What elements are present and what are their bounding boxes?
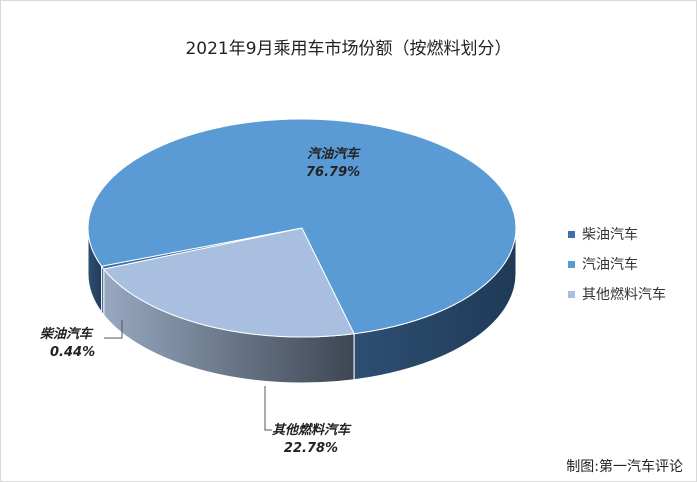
legend-swatch <box>568 260 575 268</box>
legend-label: 柴油汽车 <box>582 227 638 243</box>
pie-slice-gasoline <box>87 118 517 335</box>
legend-swatch <box>568 290 575 298</box>
leader-line-diesel <box>104 320 123 339</box>
data-label-gasoline: 汽油汽车 76.79% <box>306 146 360 182</box>
chart-title: 2021年9月乘用车市场份额（按燃料划分） <box>185 39 512 59</box>
leader-line-other <box>264 386 272 431</box>
data-label-name: 其他燃料汽车 <box>272 423 351 438</box>
data-label-diesel: 柴油汽车 0.44% <box>40 326 95 362</box>
legend-item-other: 其他燃料汽车 <box>568 279 666 309</box>
legend-label: 汽油汽车 <box>582 257 638 273</box>
data-label-value: 22.78% <box>283 441 339 456</box>
legend-swatch <box>568 230 575 238</box>
legend-item-diesel: 柴油汽车 <box>568 219 666 249</box>
data-label-value: 76.79% <box>306 165 361 180</box>
chart-credit: 制图:第一汽车评论 <box>566 459 683 475</box>
chart-legend: 柴油汽车 汽油汽车 其他燃料汽车 <box>568 219 666 309</box>
data-label-name: 汽油汽车 <box>307 147 360 162</box>
data-label-other: 其他燃料汽车 22.78% <box>272 422 350 458</box>
legend-item-gasoline: 汽油汽车 <box>568 249 666 279</box>
legend-label: 其他燃料汽车 <box>582 287 666 303</box>
pie-slice-other <box>102 227 355 338</box>
data-label-name: 柴油汽车 <box>40 327 93 342</box>
data-label-value: 0.44% <box>50 345 96 360</box>
